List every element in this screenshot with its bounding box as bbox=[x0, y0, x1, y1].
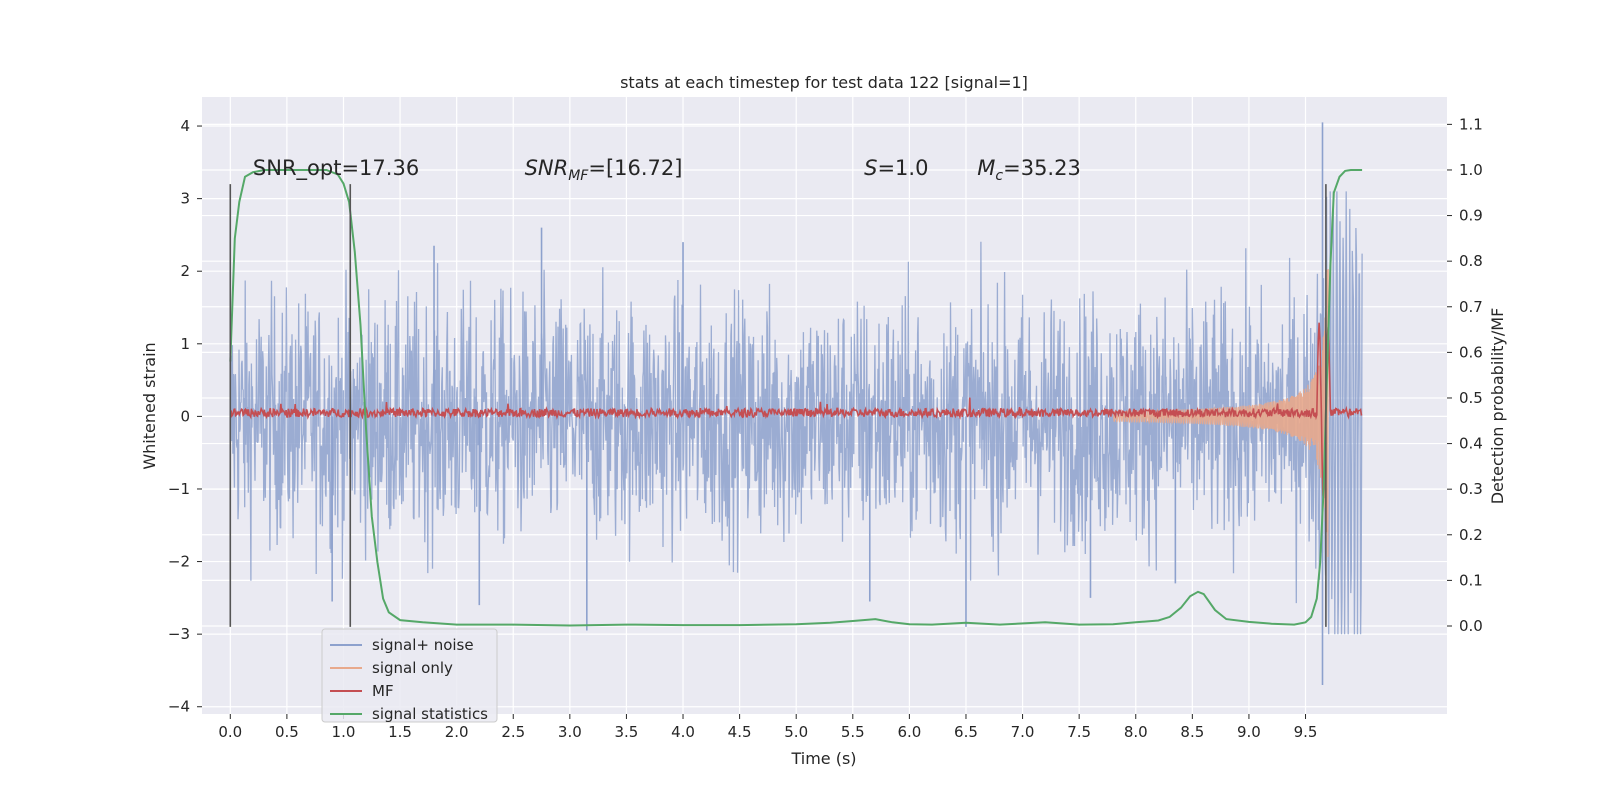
x-tick-label: 5.0 bbox=[784, 723, 808, 741]
series-mf-line bbox=[229, 322, 1363, 499]
legend: signal+ noise signal only MF signal statist… bbox=[321, 628, 498, 723]
legend-label: signal only bbox=[372, 659, 453, 677]
y2-tick-label: 0.7 bbox=[1459, 298, 1483, 316]
x-tick-label: 9.0 bbox=[1237, 723, 1261, 741]
y-axis-ticks: −4 −3 −2 −1 0 1 2 3 4 bbox=[168, 117, 202, 716]
y-tick-label: 3 bbox=[180, 190, 190, 208]
series-signal-statistics-line bbox=[229, 169, 1363, 627]
y2-axis-label: Detection probability/MF bbox=[1488, 308, 1507, 505]
x-tick-label: 7.0 bbox=[1011, 723, 1035, 741]
legend-label: signal+ noise bbox=[372, 636, 474, 654]
y-tick-label: −4 bbox=[168, 698, 190, 716]
y-tick-label: −1 bbox=[168, 480, 190, 498]
x-tick-label: 7.5 bbox=[1067, 723, 1091, 741]
annotation-text: Mc=35.23 bbox=[977, 156, 1081, 184]
y2-tick-label: 0.2 bbox=[1459, 526, 1483, 544]
y2-axis-ticks: 0.0 0.1 0.2 0.3 0.4 0.5 0.6 0.7 0.8 0.9 1.0 1.1 bbox=[1447, 115, 1483, 635]
series-layer bbox=[229, 122, 1363, 685]
y-tick-label: −3 bbox=[168, 625, 190, 643]
y2-tick-label: 0.5 bbox=[1459, 389, 1483, 407]
y-axis-label: Whitened strain bbox=[140, 342, 159, 469]
series-signal-noise-line bbox=[229, 191, 1363, 635]
series-signal-only-line bbox=[1112, 269, 1329, 558]
x-tick-label: 6.0 bbox=[897, 723, 921, 741]
chart-title: stats at each timestep for test data 122… bbox=[620, 73, 1028, 92]
x-tick-label: 0.0 bbox=[218, 723, 242, 741]
y2-tick-label: 0.9 bbox=[1459, 207, 1483, 225]
x-tick-label: 5.5 bbox=[841, 723, 865, 741]
x-tick-label: 9.5 bbox=[1294, 723, 1318, 741]
y-tick-label: 4 bbox=[180, 117, 190, 135]
x-axis-ticks: 0.0 0.5 1.0 1.5 2.0 2.5 3.0 3.5 4.0 4.5 5.0 5.5 6.0 6… bbox=[218, 714, 1317, 741]
x-tick-label: 4.5 bbox=[728, 723, 752, 741]
x-tick-label: 3.5 bbox=[615, 723, 639, 741]
y2-tick-label: 1.0 bbox=[1459, 161, 1483, 179]
y2-tick-label: 0.1 bbox=[1459, 571, 1483, 589]
x-tick-label: 8.0 bbox=[1124, 723, 1148, 741]
y-tick-label: 0 bbox=[180, 407, 190, 425]
y2-tick-label: 0.4 bbox=[1459, 435, 1483, 453]
y2-tick-label: 0.3 bbox=[1459, 480, 1483, 498]
annotations: SNR_opt=17.36 SNRMF=[16.72] S=1.0 Mc=35.23 bbox=[253, 156, 1081, 184]
y2-tick-label: 0.0 bbox=[1459, 617, 1483, 635]
x-tick-label: 8.5 bbox=[1180, 723, 1204, 741]
x-tick-label: 6.5 bbox=[954, 723, 978, 741]
y-tick-label: 2 bbox=[180, 262, 190, 280]
x-tick-label: 3.0 bbox=[558, 723, 582, 741]
y2-tick-label: 0.8 bbox=[1459, 252, 1483, 270]
y2-tick-label: 0.6 bbox=[1459, 343, 1483, 361]
x-tick-label: 4.0 bbox=[671, 723, 695, 741]
x-tick-label: 2.0 bbox=[445, 723, 469, 741]
x-tick-label: 1.5 bbox=[388, 723, 412, 741]
annotation-text: SNRMF=[16.72] bbox=[525, 156, 683, 184]
x-tick-label: 2.5 bbox=[501, 723, 525, 741]
legend-label: MF bbox=[372, 682, 394, 700]
x-tick-label: 1.0 bbox=[332, 723, 356, 741]
legend-label: signal statistics bbox=[372, 705, 488, 723]
annotation-text: SNR_opt=17.36 bbox=[253, 156, 419, 181]
vertical-markers bbox=[229, 184, 1327, 627]
annotation-text: S=1.0 bbox=[864, 156, 928, 180]
y2-tick-label: 1.1 bbox=[1459, 115, 1483, 133]
x-tick-label: 0.5 bbox=[275, 723, 299, 741]
y-tick-label: −2 bbox=[168, 553, 190, 571]
x-axis-label: Time (s) bbox=[790, 749, 856, 768]
y-tick-label: 1 bbox=[180, 335, 190, 353]
